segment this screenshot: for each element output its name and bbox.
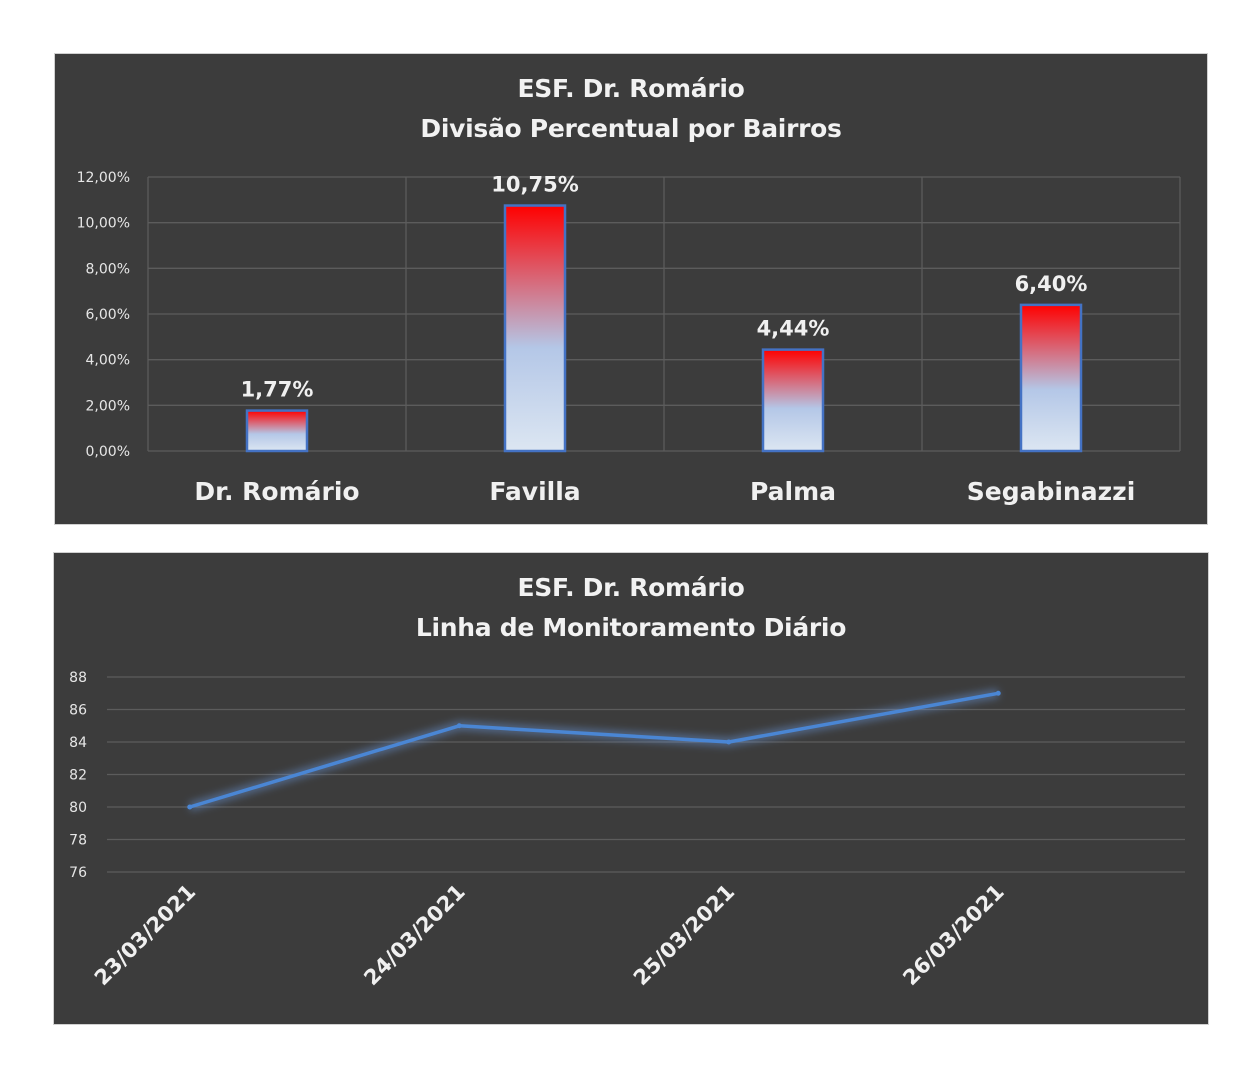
bar-y-tick-label: 4,00% [86,353,130,369]
line-series-glow [188,688,1000,812]
bar-data-label: 6,40% [1015,272,1088,296]
line-x-tick-label: 23/03/2021 [90,880,200,990]
bar-0 [245,409,309,453]
bar-3 [1019,303,1083,453]
bar-category-label: Dr. Romário [194,477,359,506]
bar-y-tick-label: 2,00% [86,398,130,414]
line-y-tick-label: 76 [69,865,87,881]
bar-chart-plot: 0,00% 2,00% 4,00% 6,00% 8,00% 10,00% 12,00% 1,7… [77,170,1181,506]
line-point-0 [187,804,193,810]
bar-y-tick-label: 8,00% [86,261,130,277]
line-chart-title-line1: ESF. Dr. Romário [517,573,745,602]
bar-category-label: Palma [750,477,836,506]
bar-y-tick-label: 10,00% [77,216,130,232]
bar-1 [503,204,567,453]
line-point-2 [726,739,732,745]
bar-data-label: 1,77% [241,378,314,402]
bar-chart-panel: ESF. Dr. Romário Divisão Percentual por … [54,53,1208,525]
line-point-1 [456,723,462,729]
bar-chart-title-line1: ESF. Dr. Romário [517,74,745,103]
line-chart-panel: ESF. Dr. Romário Linha de Monitoramento … [53,552,1209,1025]
bar-y-tick-label: 12,00% [77,170,130,186]
line-x-tick-label: 24/03/2021 [359,880,469,990]
bar-chart-title-line2: Divisão Percentual por Bairros [420,114,842,143]
line-chart-title-line2: Linha de Monitoramento Diário [415,613,847,642]
bar-y-tick-label: 6,00% [86,307,130,323]
line-y-tick-label: 82 [69,768,87,784]
bar-data-label: 10,75% [491,173,578,197]
bar-category-label: Favilla [489,477,580,506]
line-y-tick-label: 88 [69,670,87,686]
bar-category-label: Segabinazzi [967,477,1136,506]
line-point-3 [995,690,1001,696]
line-y-tick-label: 86 [69,703,87,719]
line-y-tick-label: 80 [69,800,87,816]
line-y-tick-label: 84 [69,735,87,751]
bar-data-label: 4,44% [757,317,830,341]
line-chart-plot: 76 78 80 82 84 86 88 23/03/2021 24/03/2021 25/03/… [69,670,1185,990]
line-series [188,691,1001,809]
line-x-tick-label: 26/03/2021 [898,880,1008,990]
bar-2 [761,348,825,453]
bar-y-tick-label: 0,00% [86,444,130,460]
line-y-tick-label: 78 [69,833,87,849]
line-x-tick-label: 25/03/2021 [629,880,739,990]
